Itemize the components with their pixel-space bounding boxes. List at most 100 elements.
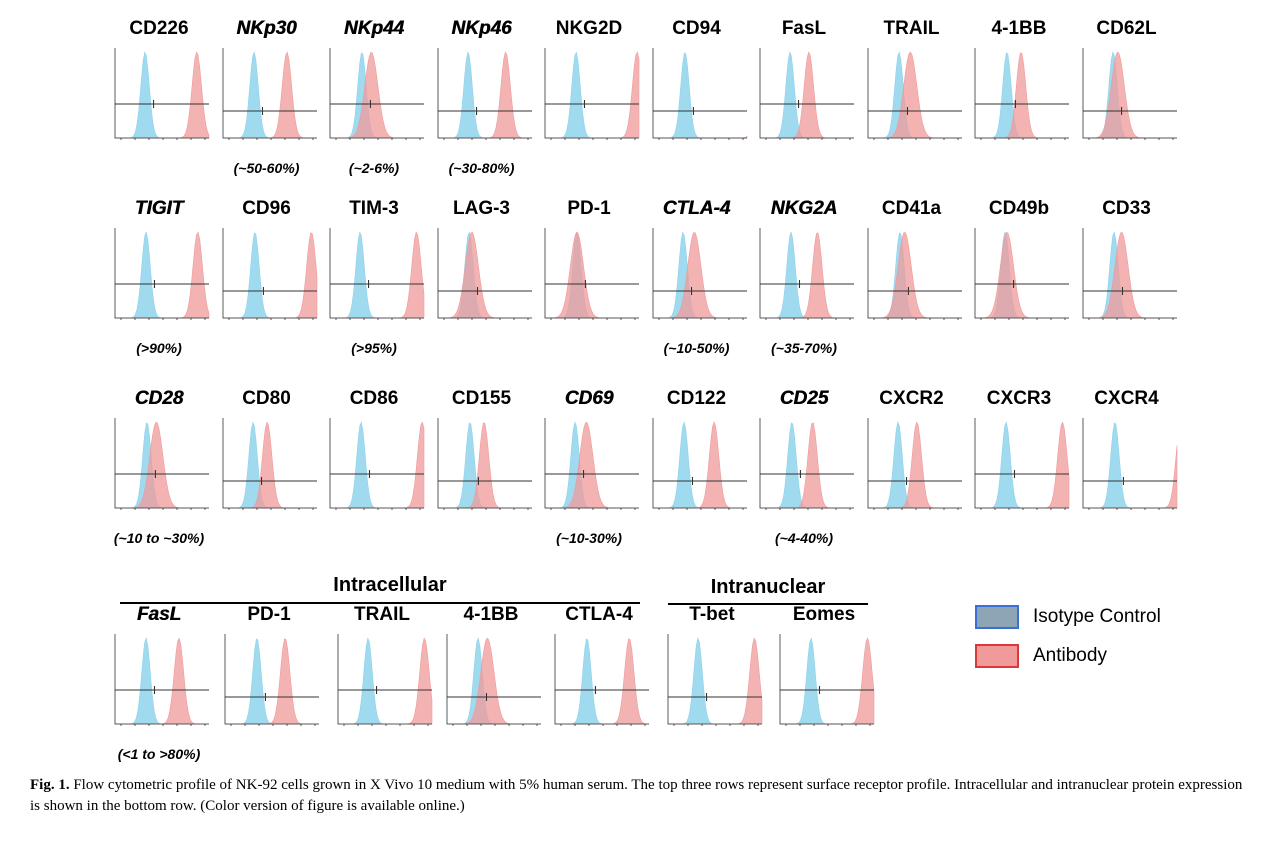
gate-marker (760, 100, 854, 108)
panel-title: CD28 (134, 388, 184, 409)
antibody-histogram (330, 231, 425, 319)
axes (652, 48, 747, 139)
axes (667, 634, 762, 725)
gate-marker (115, 470, 209, 478)
panel-ctla-4: CTLA-4 (545, 604, 653, 772)
antibody-histogram (545, 232, 639, 319)
antibody-histogram (1082, 445, 1177, 509)
axes (329, 418, 424, 509)
histogram-plot (437, 48, 532, 140)
panel-cd69: CD69 (~10-30%) (535, 388, 643, 556)
panel-title: CD96 (242, 198, 291, 219)
antibody-histogram (115, 51, 210, 139)
histogram-plot (1082, 48, 1177, 140)
expression-range: (~10-50%) (663, 340, 730, 356)
panel-title: NKG2D (555, 18, 623, 39)
axes (222, 48, 317, 139)
expression-range: (~30-80%) (448, 160, 515, 176)
panel-title: T-bet (689, 604, 735, 625)
histogram-plot (759, 228, 854, 320)
antibody-histogram (437, 232, 532, 319)
panel-cd94: CD94 (643, 18, 751, 186)
panel-cd122: CD122 (643, 388, 751, 556)
panel-nkg2a: NKG2A (~35-70%) (750, 198, 858, 366)
histogram-plot (974, 418, 1070, 510)
gate-marker (222, 107, 317, 115)
antibody-histogram (330, 52, 424, 139)
antibody-histogram (867, 51, 962, 139)
axes (779, 634, 874, 725)
isotype-histogram (652, 52, 747, 139)
panel-t-bet: T-bet (658, 604, 766, 772)
gate-marker (975, 280, 1069, 288)
panel-cd28: CD28 (~10 to ~30%) (105, 388, 213, 556)
gate-marker (115, 280, 209, 288)
axes (867, 228, 962, 319)
gate-marker (115, 686, 209, 694)
axes (974, 228, 1069, 319)
histogram-plot (974, 48, 1069, 140)
panel-tigit: TIGIT (>90%) (105, 198, 213, 366)
panel-cxcr2: CXCR2 (858, 388, 966, 556)
antibody-label: Antibody (1033, 645, 1107, 666)
axes (337, 634, 432, 725)
antibody-histogram (760, 51, 854, 139)
gate-marker (555, 686, 649, 694)
gate-marker (330, 470, 424, 478)
gate-marker (652, 287, 747, 295)
gate-marker (760, 280, 854, 288)
expression-range: (~2-6%) (348, 160, 400, 176)
axes (1082, 48, 1177, 139)
isotype-histogram (975, 231, 1069, 319)
panel-title: TIM-3 (349, 198, 399, 219)
expression-range: (~35-70%) (771, 340, 837, 356)
panel-title: 4-1BB (463, 604, 519, 625)
axes (759, 48, 854, 139)
histogram-plot (329, 228, 425, 320)
histogram-plot (544, 48, 640, 140)
axes (974, 48, 1069, 139)
panel-lag-3: LAG-3 (428, 198, 536, 366)
gate-marker (437, 107, 532, 115)
axes (114, 228, 209, 319)
panel-pd-1: PD-1 (535, 198, 643, 366)
panel-cd41a: CD41a (858, 198, 966, 366)
caption-label: Fig. 1. (30, 777, 70, 793)
axes (974, 418, 1069, 509)
antibody-histogram (330, 421, 425, 509)
panel-title: 4-1BB (991, 18, 1047, 39)
histogram-plot (759, 48, 854, 140)
figure-caption: Fig. 1. Flow cytometric profile of NK-92… (30, 775, 1245, 817)
axes (554, 634, 649, 725)
antibody-histogram (975, 421, 1070, 509)
gate-marker (867, 477, 962, 485)
gate-marker (1082, 107, 1177, 115)
gate-marker (760, 470, 854, 478)
histogram-plot (652, 418, 747, 510)
intranuclear-rule (668, 603, 868, 605)
isotype-histogram (222, 51, 317, 139)
antibody-histogram (975, 52, 1069, 139)
axes (329, 48, 424, 139)
panel-cxcr3: CXCR3 (965, 388, 1073, 556)
panel-title: CXCR2 (879, 388, 944, 409)
panel-title: NKG2A (770, 198, 838, 219)
panel-title: CXCR4 (1094, 388, 1159, 409)
histogram-plot (652, 48, 747, 140)
panel-nkp44: NKp44 (~2-6%) (320, 18, 428, 186)
axes (329, 228, 424, 319)
antibody-histogram (115, 422, 209, 509)
histogram-plot (974, 228, 1069, 320)
antibody-histogram (867, 421, 962, 509)
gate-marker (437, 287, 532, 295)
panel-title: NKp30 (236, 18, 297, 39)
panel-fasl: FasL (750, 18, 858, 186)
panel-title: FasL (781, 18, 827, 39)
antibody-histogram (975, 232, 1069, 319)
panel-title: LAG-3 (453, 198, 510, 219)
gate-marker (330, 280, 424, 288)
gate-marker (545, 100, 639, 108)
antibody-histogram (225, 638, 319, 725)
expression-range: (~4-40%) (775, 530, 833, 546)
panel-cxcr4: CXCR4 (1073, 388, 1181, 556)
